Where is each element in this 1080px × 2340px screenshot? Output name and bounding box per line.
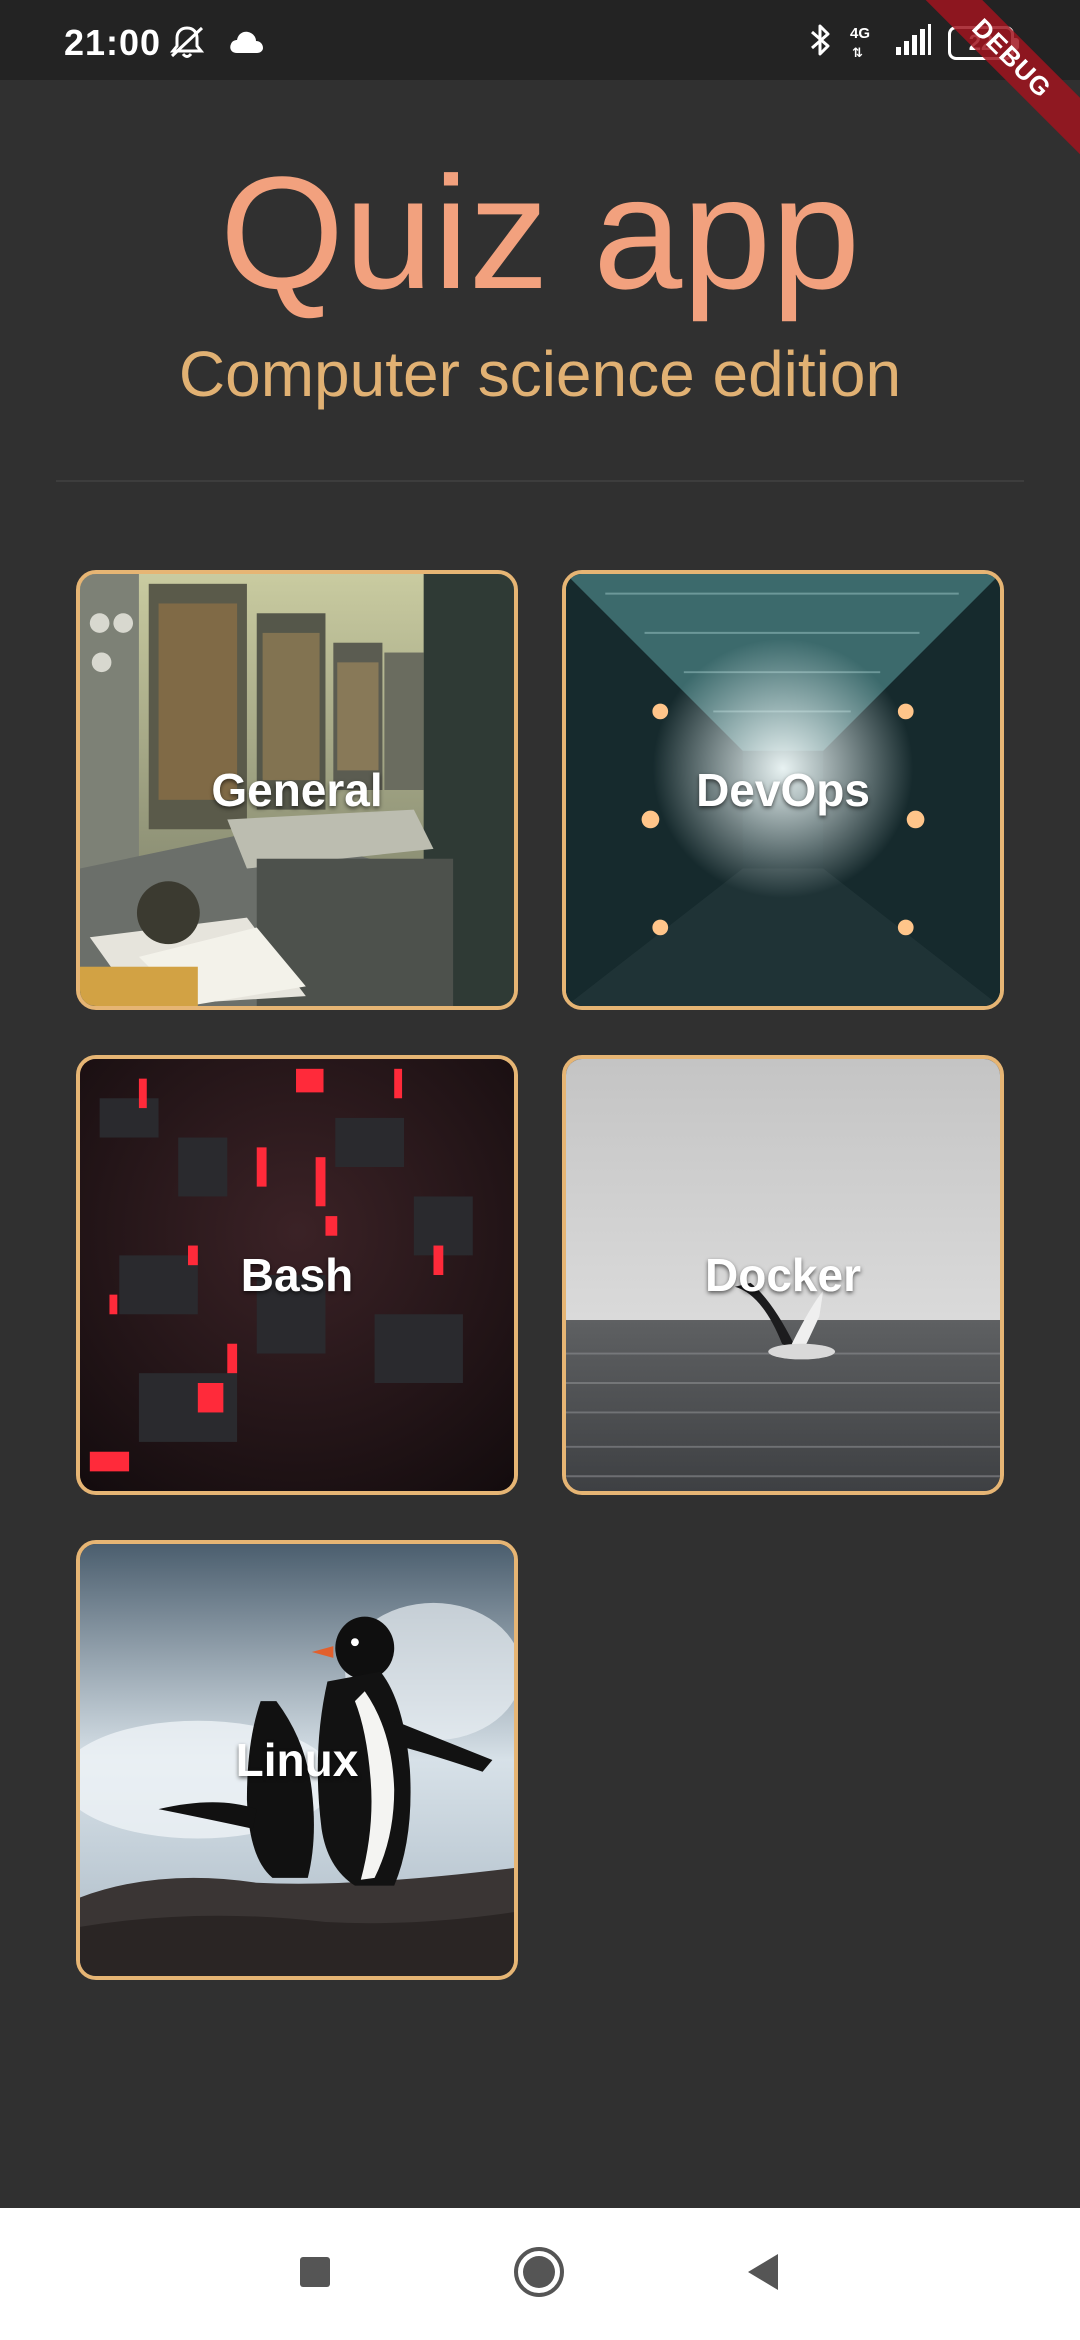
category-label-linux: Linux bbox=[235, 1734, 359, 1786]
app-title: Quiz app bbox=[219, 143, 861, 322]
status-notification-icons bbox=[168, 24, 264, 65]
docker-card-image bbox=[566, 1059, 1000, 1491]
category-label-docker: Docker bbox=[705, 1249, 861, 1301]
system-nav-bar bbox=[0, 2208, 1080, 2340]
network-type-indicator: 4G ⇅ bbox=[848, 23, 878, 63]
home-icon bbox=[513, 2246, 565, 2303]
battery-level: 22 bbox=[968, 29, 994, 55]
category-card-devops[interactable]: DevOps bbox=[562, 570, 1004, 1010]
category-card-linux[interactable]: Linux bbox=[76, 1540, 518, 1980]
category-card-bash[interactable]: Bash bbox=[76, 1055, 518, 1495]
category-label-general: General bbox=[211, 764, 383, 816]
bluetooth-icon bbox=[808, 22, 832, 63]
devops-card-image bbox=[566, 574, 1000, 1006]
home-button[interactable] bbox=[509, 2244, 569, 2304]
recents-icon bbox=[298, 2255, 332, 2294]
battery-icon: 22 bbox=[948, 25, 1019, 60]
category-label-devops: DevOps bbox=[696, 764, 870, 816]
back-button[interactable] bbox=[733, 2244, 793, 2304]
status-system-icons: 4G ⇅ 22 bbox=[808, 22, 1019, 63]
signal-icon bbox=[894, 23, 932, 62]
data-activity-icon: ⇅ bbox=[852, 44, 863, 60]
status-bar: 21:00 4G ⇅ bbox=[0, 0, 1080, 80]
do-not-disturb-icon bbox=[168, 24, 206, 65]
status-time: 21:00 bbox=[64, 22, 162, 63]
general-card-image bbox=[80, 574, 514, 1006]
header-divider bbox=[56, 480, 1024, 482]
category-label-bash: Bash bbox=[240, 1249, 354, 1301]
category-card-docker[interactable]: Docker bbox=[562, 1055, 1004, 1495]
recents-button[interactable] bbox=[285, 2244, 345, 2304]
back-icon bbox=[744, 2252, 782, 2297]
linux-card-image bbox=[80, 1544, 514, 1976]
category-card-general[interactable]: General bbox=[76, 570, 518, 1010]
network-type-label: 4G bbox=[850, 24, 871, 42]
app-subtitle: Computer science edition bbox=[178, 338, 902, 410]
cloud-icon bbox=[228, 29, 264, 60]
bash-card-image bbox=[80, 1059, 514, 1491]
